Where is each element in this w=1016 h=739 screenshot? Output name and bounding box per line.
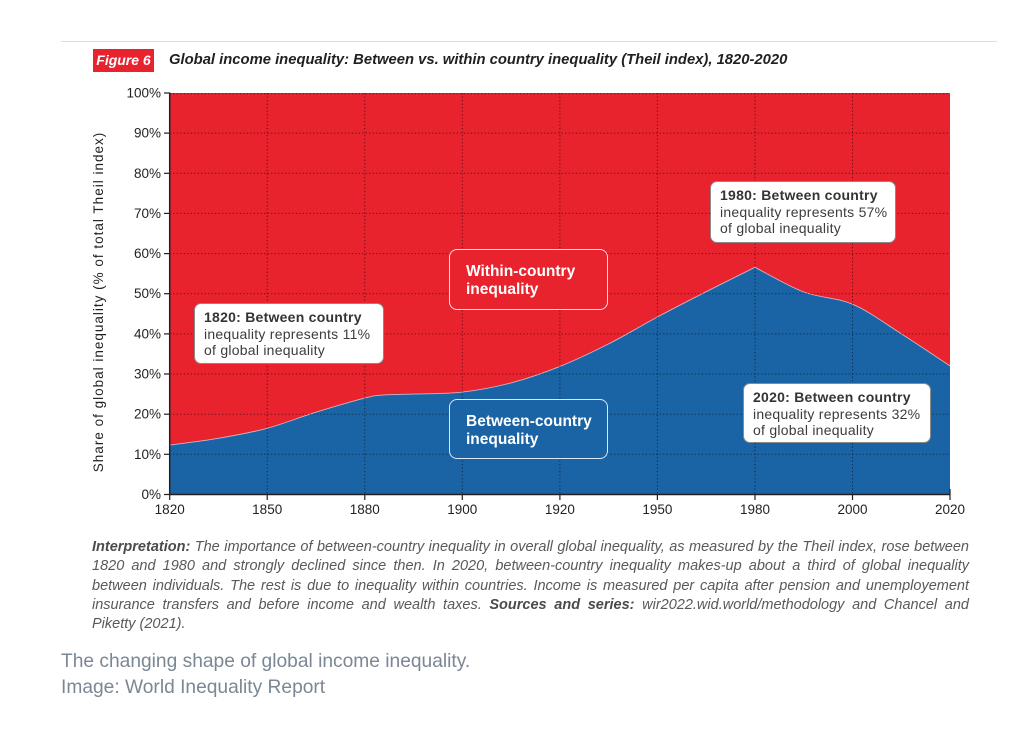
svg-text:60%: 60% <box>134 246 161 261</box>
svg-text:80%: 80% <box>134 166 161 181</box>
svg-text:1980: 1980 <box>740 502 770 517</box>
svg-text:70%: 70% <box>134 206 161 221</box>
svg-text:1900: 1900 <box>447 502 477 517</box>
svg-text:1950: 1950 <box>642 502 672 517</box>
svg-text:1850: 1850 <box>252 502 282 517</box>
svg-text:2020: 2020 <box>935 502 965 517</box>
svg-text:90%: 90% <box>134 126 161 141</box>
svg-text:Share of global inequality (%: Share of global inequality (% of total T… <box>91 132 106 472</box>
svg-text:0%: 0% <box>141 487 161 502</box>
svg-text:30%: 30% <box>134 367 161 382</box>
svg-text:50%: 50% <box>134 286 161 301</box>
svg-text:40%: 40% <box>134 326 161 341</box>
svg-text:1820: 1820 <box>155 502 185 517</box>
svg-text:10%: 10% <box>134 447 161 462</box>
svg-text:1880: 1880 <box>350 502 380 517</box>
svg-text:20%: 20% <box>134 407 161 422</box>
svg-text:2000: 2000 <box>837 502 867 517</box>
svg-text:1920: 1920 <box>545 502 575 517</box>
svg-text:100%: 100% <box>126 86 161 101</box>
